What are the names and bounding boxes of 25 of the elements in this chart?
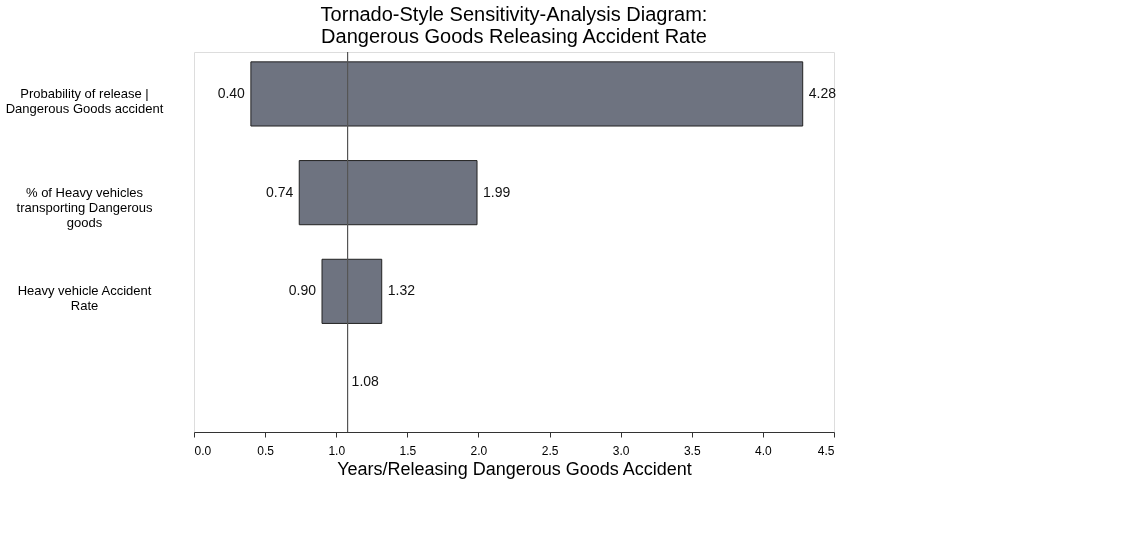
annotation: 1.32: [387, 282, 416, 299]
bar: [321, 258, 383, 324]
annotation: 1.99: [483, 183, 511, 200]
x-tick-label: 2.0: [470, 443, 488, 458]
annotation: 4.28: [808, 84, 837, 101]
x-tick-label: 3.5: [683, 443, 701, 458]
bar: [250, 61, 804, 127]
annotation: 0.74: [265, 183, 294, 200]
y-tick-label: % of Heavy vehicles transporting Dangerous goods: [16, 184, 153, 230]
annotation: 0.90: [288, 282, 317, 299]
x-tick-label: 4.5: [817, 443, 835, 458]
x-tick-label: 0.0: [194, 443, 212, 458]
x-tick-label: 3.0: [612, 443, 630, 458]
x-tick-label: 0.5: [257, 443, 275, 458]
y-tick-label: Heavy vehicle Accident Rate: [17, 283, 152, 314]
x-tick-label: 4.0: [755, 443, 773, 458]
bar: [298, 160, 478, 226]
x-tick-label: 1.5: [399, 443, 417, 458]
x-axis-title: Years/Releasing Dangerous Goods Accident: [337, 458, 692, 479]
annotation: 0.40: [217, 84, 246, 101]
x-tick-label: 1.0: [328, 443, 346, 458]
chart-title: Tornado-Style Sensitivity-Analysis Diagram: Dangerous Goods Releasing Accident Rate: [320, 3, 708, 48]
x-tick-label: 2.5: [541, 443, 559, 458]
y-tick-label: Probability of release | Dangerous Goods accident: [5, 85, 164, 116]
ref-line-label: 1.08: [351, 373, 380, 389]
